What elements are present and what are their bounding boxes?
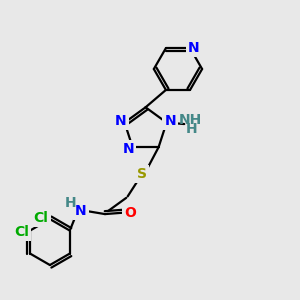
Text: NH: NH bbox=[178, 112, 202, 127]
Text: O: O bbox=[124, 206, 136, 220]
Text: Cl: Cl bbox=[34, 211, 49, 225]
Text: N: N bbox=[188, 41, 200, 55]
Text: N: N bbox=[115, 114, 127, 128]
Text: N: N bbox=[164, 114, 176, 128]
Text: H: H bbox=[65, 196, 76, 210]
Text: S: S bbox=[137, 167, 147, 181]
Text: H: H bbox=[186, 122, 197, 136]
Text: Cl: Cl bbox=[14, 225, 28, 239]
Text: N: N bbox=[75, 204, 87, 218]
Text: N: N bbox=[122, 142, 134, 156]
